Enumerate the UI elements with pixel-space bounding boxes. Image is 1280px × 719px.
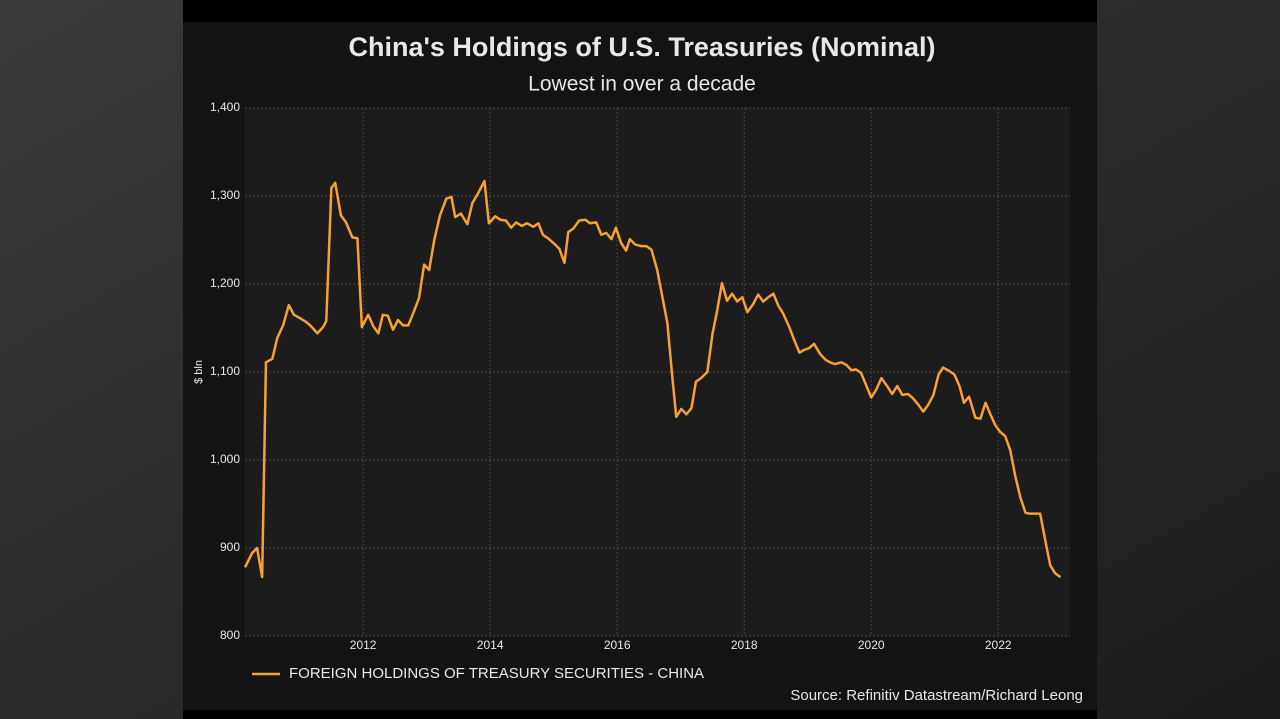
x-tick-label: 2020	[858, 638, 885, 652]
y-tick-label: 1,100	[210, 364, 240, 378]
y-axis-label: $ bln	[193, 360, 205, 384]
grid	[245, 107, 1070, 637]
source-note: Source: Refinitiv Datastream/Richard Leo…	[790, 687, 1083, 704]
bottom-bar	[183, 710, 1097, 719]
x-tick-label: 2018	[731, 638, 758, 652]
y-tick-label: 800	[220, 628, 240, 642]
y-tick-label: 900	[220, 540, 240, 554]
y-tick-label: 1,000	[210, 452, 240, 466]
chart-subtitle: Lowest in over a decade	[528, 73, 756, 96]
y-tick-label: 1,400	[210, 100, 240, 114]
top-bar	[183, 0, 1097, 22]
x-tick-label: 2014	[477, 638, 504, 652]
legend-label: FOREIGN HOLDINGS OF TREASURY SECURITIES …	[289, 665, 704, 682]
x-tick-label: 2012	[350, 638, 377, 652]
y-tick-label: 1,200	[210, 276, 240, 290]
x-tick-label: 2016	[604, 638, 631, 652]
plot	[243, 179, 1062, 579]
chart-title: China's Holdings of U.S. Treasuries (Nom…	[348, 32, 935, 62]
y-tick-label: 1,300	[210, 188, 240, 202]
data-line	[243, 179, 1062, 579]
x-tick-label: 2022	[985, 638, 1012, 652]
